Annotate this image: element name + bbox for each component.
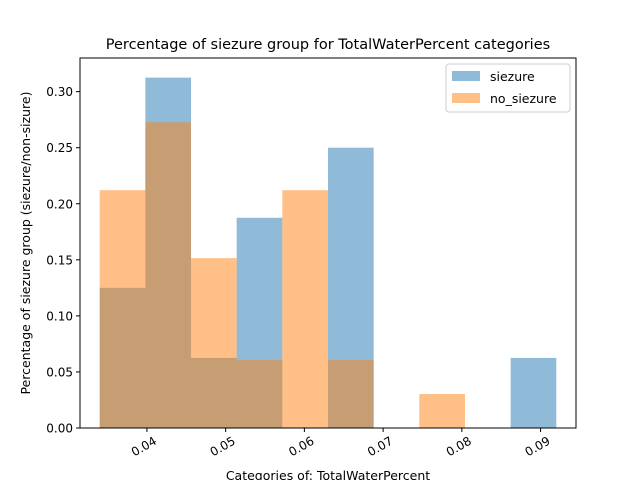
plot-frame [79, 57, 577, 429]
legend: siezure no_siezure [445, 63, 571, 113]
bar-no_siezure-7 [419, 394, 465, 428]
x-tick-label: 0.06 [286, 434, 316, 459]
bar-siezure-9 [510, 357, 557, 428]
x-tick-label: 0.07 [365, 434, 395, 459]
legend-label-no_siezure: no_siezure [490, 91, 557, 106]
bar-no_siezure-0 [99, 190, 146, 428]
x-tick-label: 0.05 [208, 434, 238, 459]
legend-swatch-no_siezure [452, 93, 480, 103]
y-tick-label: 0.10 [46, 309, 73, 323]
y-tick-label: 0.20 [46, 197, 73, 211]
chart-title: Percentage of siezure group for TotalWat… [106, 37, 550, 53]
y-tick-label: 0.30 [46, 85, 73, 99]
x-axis-ticks: 0.04 0.05 0.06 0.07 0.08 0.09 [129, 428, 553, 459]
bar-no_siezure-2 [191, 258, 237, 428]
x-tick-label: 0.08 [444, 434, 474, 459]
bar-no_siezure-1 [145, 122, 192, 428]
y-tick-label: 0.25 [46, 141, 73, 155]
bar-no_siezure-3 [236, 360, 283, 428]
x-tick-label: 0.04 [129, 434, 159, 459]
bars-group [99, 77, 557, 429]
legend-label-siezure: siezure [490, 69, 535, 84]
y-tick-label: 0.15 [46, 253, 73, 267]
y-axis-label: Percentage of siezure group (siezure/non… [18, 92, 33, 395]
bar-no_siezure-5 [328, 360, 374, 428]
x-axis-label: Categories of: TotalWaterPercent [226, 468, 430, 480]
y-tick-label: 0.00 [46, 422, 73, 436]
y-tick-label: 0.05 [46, 365, 73, 379]
y-axis-ticks: 0.00 0.05 0.10 0.15 0.20 0.25 0.30 [46, 85, 80, 436]
legend-swatch-siezure [452, 71, 480, 81]
x-tick-label: 0.09 [523, 434, 553, 459]
bar-no_siezure-4 [282, 190, 328, 428]
